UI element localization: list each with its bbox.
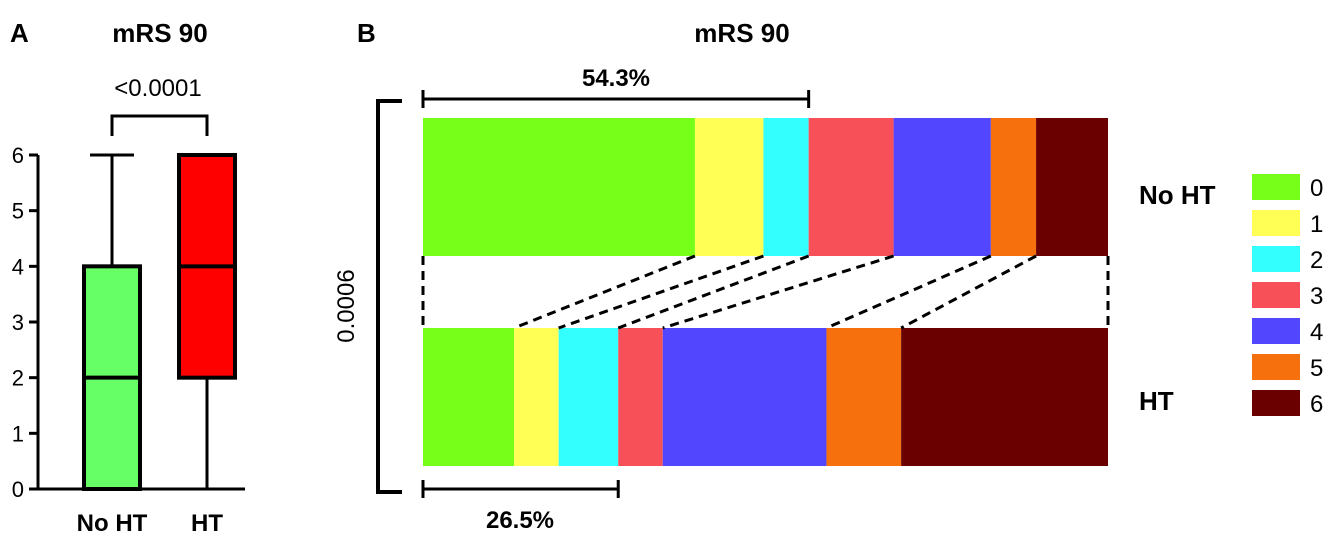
bar-segment-no-ht-4 (893, 118, 991, 256)
legend-label-5: 5 (1310, 355, 1323, 382)
bar-segment-no-ht-3 (808, 118, 894, 256)
legend-label-2: 2 (1310, 247, 1323, 274)
connector-line (900, 254, 1037, 330)
p-value-bracket: 0.0006 (333, 99, 402, 494)
legend-swatch-0 (1252, 174, 1300, 200)
connector-line (513, 254, 696, 330)
legend-swatch-6 (1252, 390, 1300, 416)
legend-swatch-4 (1252, 318, 1300, 344)
panel-a: A mRS 90 0 1 2 3 4 5 6 No HT HT <0.0001 (10, 18, 245, 537)
y-tick-label: 5 (12, 199, 24, 224)
bar-segment-ht-3 (618, 328, 663, 466)
legend-swatch-1 (1252, 210, 1300, 236)
bar-segment-no-ht-5 (990, 118, 1037, 256)
bar-segment-ht-5 (826, 328, 902, 466)
category-label-ht: HT (1139, 386, 1174, 416)
y-tick-label: 1 (12, 421, 24, 446)
bar-segment-no-ht-2 (763, 118, 809, 256)
connector-line (662, 254, 895, 330)
category-labels: No HT HT (1139, 180, 1216, 416)
y-tick-label: 3 (12, 310, 24, 335)
category-label-no-ht: No HT (1139, 180, 1216, 210)
legend-label-0: 0 (1310, 175, 1323, 202)
bar-segment-no-ht-1 (694, 118, 764, 256)
box-plots (82, 153, 237, 492)
p-value-bracket-line (376, 99, 402, 494)
bar-segment-ht-2 (558, 328, 619, 466)
legend-swatch-5 (1252, 354, 1300, 380)
significance-bracket-line (110, 114, 209, 136)
connector-lines (421, 254, 1110, 330)
box-ht (177, 153, 237, 491)
ht-good-outcome-label: 26.5% (486, 507, 554, 534)
ht-good-outcome-bracket: 26.5% (421, 480, 620, 534)
legend-swatch-2 (1252, 246, 1300, 272)
significance-label: <0.0001 (114, 75, 201, 102)
no-ht-good-outcome-bracket: 54.3% (421, 65, 811, 108)
legend: 0 1 2 3 4 5 6 (1252, 174, 1323, 418)
connector-line (558, 254, 764, 330)
panel-b: B mRS 90 54.3% 26.5% 0.0006 No HT HT 0 1 2 3… (333, 18, 1323, 534)
bar-segment-ht-1 (514, 328, 559, 466)
significance-bracket: <0.0001 (110, 75, 209, 136)
y-tick-label: 0 (12, 477, 24, 502)
panel-b-letter: B (357, 18, 376, 48)
legend-label-4: 4 (1310, 319, 1323, 346)
panel-a-title: mRS 90 (112, 18, 207, 48)
connector-line (617, 254, 810, 330)
y-tick-label: 6 (12, 143, 24, 168)
box-no-ht (82, 153, 142, 492)
legend-label-6: 6 (1310, 391, 1323, 418)
x-tick-label: No HT (77, 510, 148, 537)
x-axis-labels: No HT HT (77, 510, 224, 537)
panel-a-letter: A (10, 18, 29, 48)
bar-segment-ht-6 (901, 328, 1108, 466)
legend-label-1: 1 (1310, 211, 1323, 238)
y-tick-label: 4 (12, 254, 24, 279)
bar-segment-ht-0 (423, 328, 515, 466)
bar-segment-ht-4 (662, 328, 827, 466)
x-tick-label: HT (191, 510, 223, 537)
legend-swatch-3 (1252, 282, 1300, 308)
panel-b-title: mRS 90 (694, 18, 789, 48)
bar-segment-no-ht-0 (423, 118, 695, 256)
no-ht-good-outcome-label: 54.3% (582, 65, 650, 92)
stacked-bars (423, 118, 1108, 466)
legend-label-3: 3 (1310, 283, 1323, 310)
p-value-label: 0.0006 (333, 269, 360, 342)
y-tick-label: 2 (12, 366, 24, 391)
bar-segment-no-ht-6 (1036, 118, 1108, 256)
